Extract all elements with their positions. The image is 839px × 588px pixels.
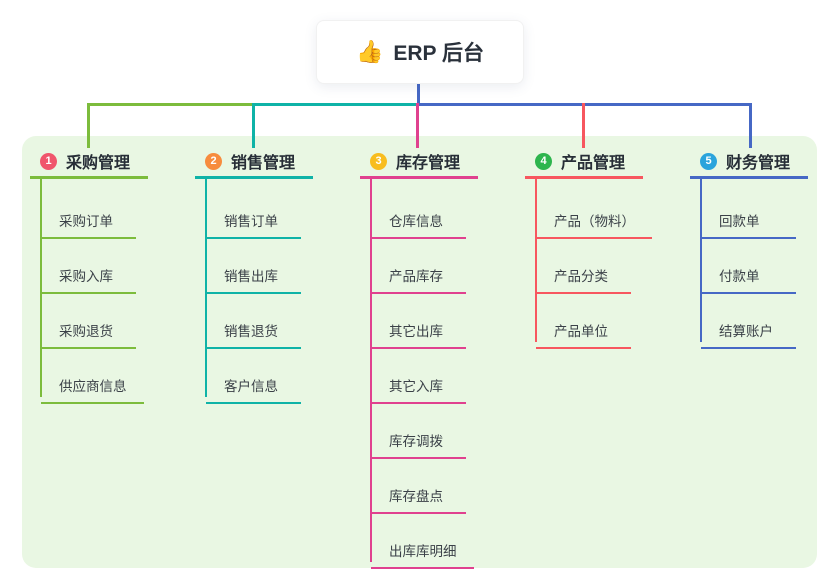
branch-header-sales[interactable]: 2 销售管理 xyxy=(205,149,295,173)
bus-line-blue xyxy=(419,103,752,106)
branch-drop-line-1 xyxy=(87,103,90,148)
node-product-material[interactable]: 产品（物料） xyxy=(536,177,652,239)
node-purchase-return[interactable]: 采购退货 xyxy=(41,287,136,349)
branch-underline xyxy=(195,176,313,179)
branch-number-badge: 4 xyxy=(535,152,552,170)
node-other-outbound[interactable]: 其它出库 xyxy=(371,287,466,349)
branch-items-line xyxy=(370,177,372,562)
node-product-stock[interactable]: 产品库存 xyxy=(371,232,466,294)
node-stock-check[interactable]: 库存盘点 xyxy=(371,452,466,514)
branch-drop-line-2 xyxy=(252,103,255,148)
branch-header-finance[interactable]: 5 财务管理 xyxy=(700,149,790,173)
branch-number-badge: 2 xyxy=(205,152,222,170)
node-sales-outbound[interactable]: 销售出库 xyxy=(206,232,301,294)
branch-number-badge: 3 xyxy=(370,152,387,170)
branch-drop-line-4 xyxy=(582,103,585,148)
node-stock-transfer[interactable]: 库存调拨 xyxy=(371,397,466,459)
branch-underline xyxy=(690,176,808,179)
node-customer-info[interactable]: 客户信息 xyxy=(206,342,301,404)
node-product-unit[interactable]: 产品单位 xyxy=(536,287,631,349)
branch-items-line xyxy=(700,177,702,342)
branch-title: 销售管理 xyxy=(231,155,296,172)
branch-number-badge: 5 xyxy=(700,152,717,170)
node-product-category[interactable]: 产品分类 xyxy=(536,232,631,294)
branch-drop-line-5 xyxy=(749,103,752,148)
node-purchase-order[interactable]: 采购订单 xyxy=(41,177,136,239)
branch-header-purchase[interactable]: 1 采购管理 xyxy=(40,149,130,173)
branch-underline xyxy=(525,176,643,179)
branch-items-line xyxy=(40,177,42,397)
branch-title: 库存管理 xyxy=(396,155,461,172)
branch-header-inventory[interactable]: 3 库存管理 xyxy=(370,149,460,173)
root-title: ERP 后台 xyxy=(393,42,485,65)
branch-number-badge: 1 xyxy=(40,152,57,170)
branch-items-line xyxy=(205,177,207,397)
branch-items-line xyxy=(535,177,537,342)
root-node[interactable]: 👍 ERP 后台 xyxy=(316,20,524,84)
node-sales-order[interactable]: 销售订单 xyxy=(206,177,301,239)
branch-drop-line-3 xyxy=(416,103,419,148)
node-sales-return[interactable]: 销售退货 xyxy=(206,287,301,349)
branch-title: 产品管理 xyxy=(561,155,626,172)
node-settlement-account[interactable]: 结算账户 xyxy=(701,287,796,349)
bus-line-green xyxy=(88,103,255,106)
node-purchase-inbound[interactable]: 采购入库 xyxy=(41,232,136,294)
thumbs-up-icon: 👍 xyxy=(355,39,384,64)
node-payment-bill[interactable]: 付款单 xyxy=(701,232,796,294)
node-receipt-bill[interactable]: 回款单 xyxy=(701,177,796,239)
node-other-inbound[interactable]: 其它入库 xyxy=(371,342,466,404)
branch-underline xyxy=(360,176,478,179)
branches-panel xyxy=(22,136,817,568)
branch-title: 采购管理 xyxy=(66,155,131,172)
bus-line-teal xyxy=(253,103,419,106)
branch-header-product[interactable]: 4 产品管理 xyxy=(535,149,625,173)
root-connector-line xyxy=(417,82,420,106)
node-outbound-detail[interactable]: 出库库明细 xyxy=(371,507,474,569)
node-warehouse-info[interactable]: 仓库信息 xyxy=(371,177,466,239)
node-supplier-info[interactable]: 供应商信息 xyxy=(41,342,144,404)
branch-title: 财务管理 xyxy=(726,155,791,172)
branch-underline xyxy=(30,176,148,179)
